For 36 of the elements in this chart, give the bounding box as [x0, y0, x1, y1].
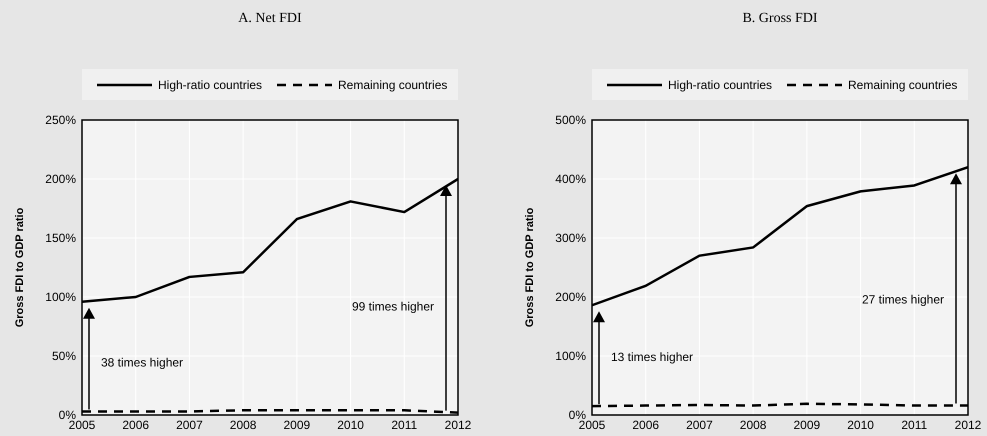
legend-label: High-ratio countries — [158, 78, 262, 92]
legend-label: High-ratio countries — [668, 78, 772, 92]
x-tick-label: 2010 — [337, 418, 364, 432]
annotation: 38 times higher — [101, 355, 184, 370]
annotation: 99 times higher — [352, 300, 434, 314]
y-tick-label: 100% — [45, 290, 76, 304]
y-tick-label: 500% — [555, 113, 586, 127]
y-axis-title: Gross FDI to GDP ratio — [524, 207, 536, 328]
x-tick-label: 2006 — [632, 418, 660, 432]
x-tick-label: 2010 — [847, 418, 874, 432]
x-tick-label: 2008 — [230, 418, 257, 432]
legend-label: Remaining countries — [848, 78, 958, 92]
x-tick-label: 2007 — [686, 418, 714, 432]
y-tick-label: 300% — [555, 231, 586, 245]
y-tick-label: 200% — [45, 172, 76, 186]
chart-title: A. Net FDI — [238, 11, 302, 26]
x-tick-label: 2008 — [740, 418, 767, 432]
x-tick-label: 2012 — [954, 418, 982, 432]
x-tick-label: 2011 — [391, 418, 418, 432]
annotation: 13 times higher — [611, 350, 694, 364]
y-tick-label: 150% — [45, 231, 76, 245]
y-tick-label: 50% — [52, 349, 76, 363]
x-tick-label: 2011 — [901, 418, 928, 432]
x-tick-label: 2009 — [284, 418, 311, 432]
y-tick-label: 200% — [555, 290, 586, 304]
legend-label: Remaining countries — [338, 78, 448, 92]
y-tick-label: 250% — [45, 113, 76, 127]
x-tick-label: 2007 — [176, 418, 204, 432]
y-tick-label: 400% — [555, 172, 586, 186]
y-tick-label: 100% — [555, 349, 586, 363]
annotation: 27 times higher — [862, 292, 944, 307]
chart-title: B. Gross FDI — [742, 11, 818, 26]
x-tick-label: 2012 — [444, 418, 472, 432]
x-tick-label: 2006 — [122, 418, 150, 432]
y-axis-title: Gross FDI to GDP ratio — [14, 207, 26, 328]
x-tick-label: 2009 — [794, 418, 821, 432]
